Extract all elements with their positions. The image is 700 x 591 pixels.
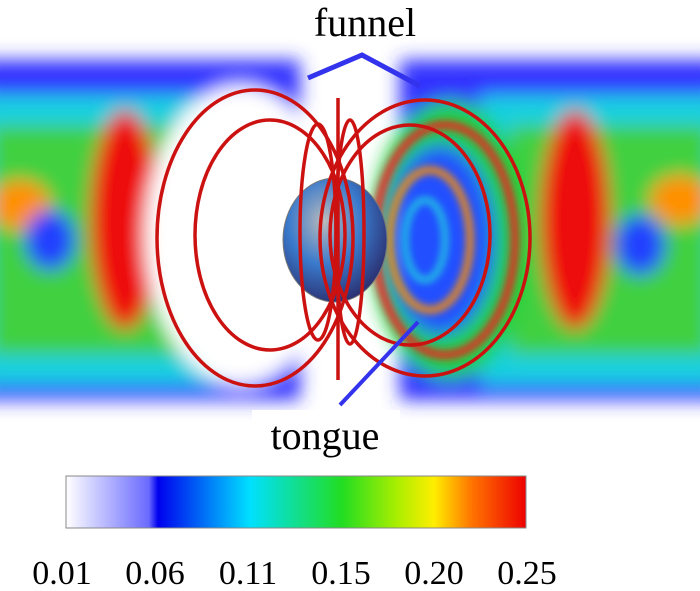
field-map bbox=[0, 60, 700, 400]
label-box bbox=[252, 410, 400, 466]
colorbar-ticks: 0.01 0.06 0.11 0.15 0.20 0.25 bbox=[32, 555, 557, 591]
colorbar-tick-label: 0.06 bbox=[125, 555, 185, 591]
funnel-pointer bbox=[307, 52, 422, 89]
colorbar-tick-label: 0.11 bbox=[219, 555, 277, 591]
colorbar-tick-label: 0.15 bbox=[311, 555, 371, 591]
annotation: tongue bbox=[271, 413, 380, 458]
annotation: funnel bbox=[314, 0, 416, 45]
colorbar-tick-label: 0.01 bbox=[32, 555, 92, 591]
colorbar-tick-label: 0.25 bbox=[497, 555, 557, 591]
colorbar-tick-label: 0.20 bbox=[404, 555, 464, 591]
tongue-pointer bbox=[338, 320, 420, 407]
colorbar bbox=[65, 475, 527, 529]
